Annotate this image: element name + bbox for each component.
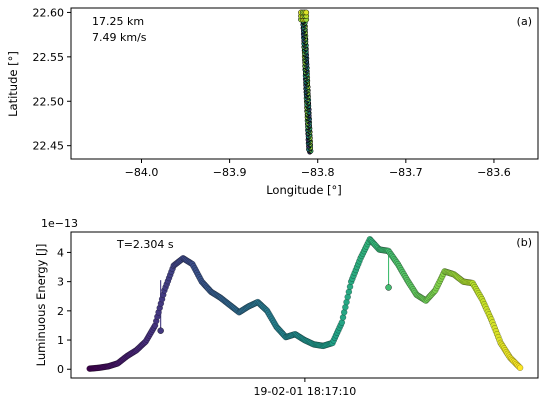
panel-b-annotation-duration: T=2.304 s (116, 238, 174, 251)
panel-a-x-tick-label: −83.8 (301, 166, 335, 179)
panel-b-data-point (516, 364, 524, 371)
panel-a-x-tick-label: −83.9 (213, 166, 247, 179)
panel-a-y-axis-label: Latitude [°] (6, 51, 20, 117)
panel-b-outlier-point (157, 327, 164, 334)
panel-a-x-tick-label: −83.6 (477, 166, 511, 179)
panel-b-y-axis-label: Luminuous Energy [J] (34, 244, 48, 367)
panel-b-label: (b) (516, 236, 532, 249)
panel-a-track-point (303, 9, 310, 16)
panel-a-track (298, 9, 314, 155)
panel-b-y-ticks: 0 1 2 3 4 (57, 246, 71, 376)
panel-a-annotation-distance: 17.25 km (92, 15, 144, 28)
panel-a-x-tick-label: −84.0 (125, 166, 159, 179)
panel-b-y-tick-label: 3 (57, 276, 64, 289)
panel-a-y-tick-label: 22.55 (33, 51, 65, 64)
panel-a-x-ticks: −84.0 −83.9 −83.8 −83.7 −83.6 (125, 159, 511, 179)
panel-a-x-axis-label: Longitude [°] (266, 183, 342, 197)
panel-b-series (86, 236, 524, 372)
panel-a-y-ticks: 22.45 22.50 22.55 22.60 (33, 6, 71, 153)
panel-b-outlier-point (385, 284, 392, 291)
panel-a-y-tick-label: 22.45 (33, 140, 65, 153)
panel-a-frame (70, 7, 539, 160)
panel-b-y-tick-label: 2 (57, 305, 64, 318)
panel-a-y-tick-label: 22.50 (33, 95, 65, 108)
panel-b-y-tick-label: 0 (57, 363, 64, 376)
panel-b-x-tick-label: 19-02-01 18:17:10 (253, 385, 356, 398)
panel-a-annotation-speed: 7.49 km/s (92, 31, 147, 44)
panel-b-y-tick-label: 1 (57, 334, 64, 347)
panel-a-label: (a) (517, 15, 532, 28)
panel-b-y-tick-label: 4 (57, 246, 64, 259)
panel-a-x-tick-label: −83.7 (389, 166, 423, 179)
panel-a: −84.0 −83.9 −83.8 −83.7 −83.6 22.45 22.50 22.5… (6, 6, 539, 197)
panel-b-scale-label: 1e−13 (41, 217, 78, 230)
panel-b-frame (70, 231, 539, 379)
panel-b-x-ticks: 19-02-01 18:17:10 (253, 378, 356, 398)
panel-a-y-tick-label: 22.60 (33, 6, 65, 19)
